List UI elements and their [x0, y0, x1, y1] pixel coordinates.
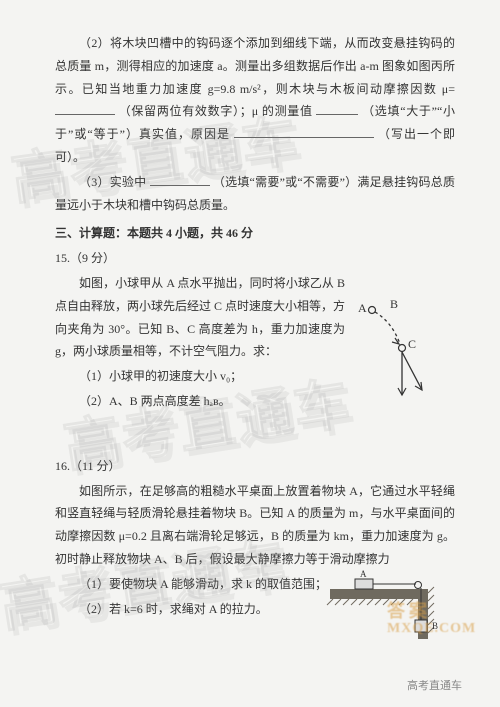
footer-text: 高考直通车	[407, 677, 462, 693]
q15-label-c: C	[408, 337, 416, 351]
q15-number: 15.（9 分）	[55, 247, 455, 270]
q16-stem: 如图所示，在足够高的粗糙水平桌面上放置着物块 A，它通过水平轻绳和竖直轻绳与轻质…	[55, 480, 455, 571]
q14-p2a-text: （2）将木块凹槽中的钩码逐个添加到细线下端，从而改变悬挂钩码的总质量 m，测得相…	[55, 36, 455, 96]
q14-part3: （3）实验中 （选填“需要”或“不需要”）满足悬挂钩码总质量远小于木块和槽中钩码…	[55, 171, 455, 217]
q15-ball-c	[399, 345, 406, 352]
q14-p3-text: （3）实验中	[79, 175, 146, 189]
q15-svg: A C B	[350, 300, 440, 405]
q16-block-a	[355, 579, 373, 589]
stamp-line2: MXQE.COM	[387, 621, 465, 637]
section3-heading: 三、计算题：本题共 4 小题，共 46 分	[55, 222, 455, 245]
q16-number: 16.（11 分）	[55, 455, 455, 478]
q15-label-a: A	[358, 301, 367, 315]
q14-blank-reason	[234, 125, 374, 138]
q14-part2: （2）将木块凹槽中的钩码逐个添加到细线下端，从而改变悬挂钩码的总质量 m，测得相…	[55, 32, 455, 169]
q15-figure: A C B	[350, 300, 440, 405]
q14-blank-need	[150, 173, 210, 186]
page: 高考直通车 高考直通车 高考直通车 高考直通车 高考直通车 高考直通车 （2）将…	[0, 0, 500, 707]
q14-blank-mu	[55, 102, 115, 115]
q14-p2b-text: （保留两位有效数字）；μ 的测量值	[119, 104, 313, 118]
q14-blank-compare	[316, 102, 358, 115]
q15-ball-a	[369, 307, 376, 314]
answer-stamp: 答案 MXQE.COM	[387, 597, 465, 637]
q15-label-b: B	[390, 297, 398, 311]
spacer-1	[55, 415, 455, 453]
q16-pulley	[415, 582, 422, 589]
q15-line-vel	[402, 352, 422, 390]
q16-label-a: A	[360, 569, 367, 579]
stamp-line1: 答案	[387, 597, 465, 623]
